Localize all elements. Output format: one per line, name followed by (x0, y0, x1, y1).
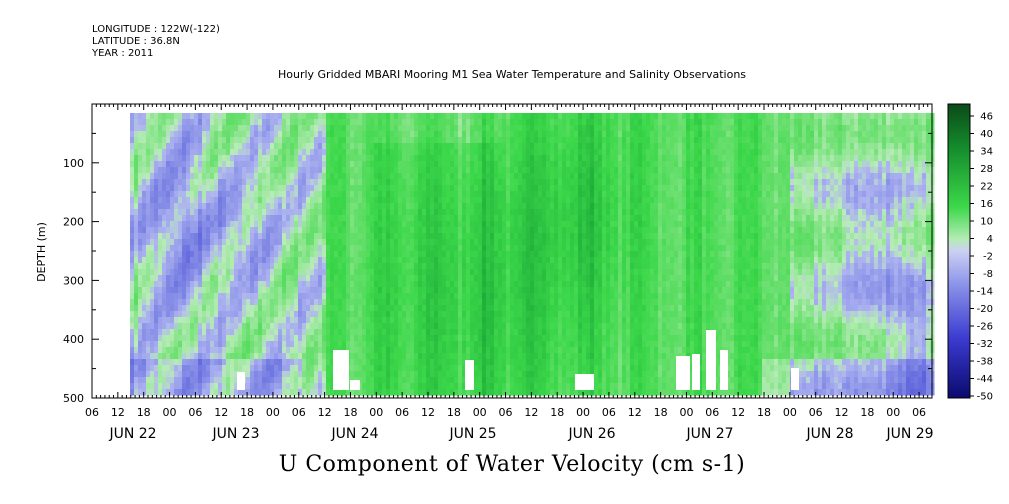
x-hour-tick-label: 06 (809, 406, 823, 419)
y-axis-title: DEPTH (m) (35, 222, 48, 282)
colorbar-tick-label: -38 (977, 357, 993, 368)
x-day-label: JUN 29 (885, 426, 933, 442)
y-tick-label: 400 (63, 333, 84, 346)
colorbar-tick-label: -2 (983, 252, 993, 263)
x-day-label: JUN 28 (805, 426, 853, 442)
x-hour-tick-label: 06 (188, 406, 202, 419)
x-hour-tick-label: 18 (343, 406, 357, 419)
x-day-label: JUN 25 (448, 426, 496, 442)
x-hour-tick-label: 00 (679, 406, 693, 419)
x-axis: 06 12 18 00 06 12 18 00 06 12 18 00 06 12 18 00 06 12 18 00… (85, 104, 934, 442)
colorbar-tick-label: -32 (977, 339, 993, 350)
x-hour-tick-label: 12 (214, 406, 228, 419)
colorbar-tick-label: -14 (977, 287, 993, 298)
x-day-label: JUN 23 (211, 426, 259, 442)
x-hour-tick-label: 06 (602, 406, 616, 419)
x-hour-tick-label: 00 (266, 406, 280, 419)
x-day-label: JUN 24 (330, 426, 378, 442)
latitude-label: LATITUDE : 36.8N (92, 36, 180, 47)
colorbar-labels: 46 40 34 28 22 16 10 4 -2 -8 -14 -20 -26 -32 -38 -44 -50 (970, 112, 993, 403)
x-hour-tick-label: 00 (576, 406, 590, 419)
y-tick-label: 100 (63, 157, 84, 170)
x-hour-tick-label: 06 (292, 406, 306, 419)
x-axis-title: U Component of Water Velocity (cm s-1) (278, 452, 746, 477)
x-hour-tick-label: 18 (550, 406, 564, 419)
colorbar-tick-label: 34 (980, 147, 993, 158)
x-hour-tick-label: 00 (473, 406, 487, 419)
x-hour-tick-label: 06 (395, 406, 409, 419)
longitude-label: LONGITUDE : 122W(-122) (92, 24, 220, 35)
x-hour-tick-label: 18 (654, 406, 668, 419)
x-hour-tick-label: 00 (783, 406, 797, 419)
x-hour-tick-label: 18 (137, 406, 151, 419)
x-hour-tick-label: 12 (318, 406, 332, 419)
x-hour-tick-label: 18 (240, 406, 254, 419)
x-hour-tick-label: 00 (886, 406, 900, 419)
x-hour-tick-label: 12 (628, 406, 642, 419)
x-hour-tick-label: 12 (421, 406, 435, 419)
x-hour-tick-label: 06 (705, 406, 719, 419)
colorbar-tick-label: -44 (977, 374, 993, 385)
velocity-field (130, 113, 935, 396)
y-axis: 100 200 300 400 500 (63, 103, 932, 405)
x-hour-tick-label: 18 (860, 406, 874, 419)
y-tick-label: 300 (63, 274, 84, 287)
x-hour-tick-label: 12 (111, 406, 125, 419)
x-hour-tick-label: 12 (524, 406, 538, 419)
colorbar-tick-label: 10 (980, 217, 993, 228)
year-label: YEAR : 2011 (92, 48, 154, 59)
colorbar-tick-label: 4 (987, 234, 993, 245)
x-hour-tick-label: 06 (85, 406, 99, 419)
x-hour-tick-label: 00 (369, 406, 383, 419)
x-hour-tick-label: 12 (835, 406, 849, 419)
colorbar-tick-label: 16 (980, 199, 993, 210)
colorbar-tick-label: -8 (983, 269, 993, 280)
x-hour-tick-label: 06 (912, 406, 926, 419)
x-day-label: JUN 26 (567, 426, 615, 442)
x-hour-tick-label: 18 (757, 406, 771, 419)
x-day-label: JUN 27 (685, 426, 733, 442)
colorbar-tick-label: -50 (977, 392, 993, 403)
x-hour-tick-label: 00 (163, 406, 177, 419)
x-hour-tick-label: 18 (447, 406, 461, 419)
colorbar-tick-label: 22 (980, 182, 993, 193)
colorbar-tick-label: 46 (980, 112, 993, 123)
colorbar-tick-label: -26 (977, 322, 993, 333)
colorbar-tick-label: 28 (980, 164, 993, 175)
y-tick-label: 500 (63, 392, 84, 405)
x-hour-tick-label: 06 (499, 406, 513, 419)
x-day-label: JUN 22 (108, 426, 156, 442)
missing-data-mask (237, 330, 799, 390)
y-tick-label: 200 (63, 216, 84, 229)
colorbar-tick-label: -20 (977, 304, 993, 315)
x-hour-tick-label: 12 (731, 406, 745, 419)
chart-title: Hourly Gridded MBARI Mooring M1 Sea Wate… (277, 68, 747, 81)
colorbar (947, 103, 971, 399)
colorbar-tick-label: 40 (980, 129, 993, 140)
location-info: LONGITUDE : 122W(-122) LATITUDE : 36.8N … (92, 24, 220, 60)
